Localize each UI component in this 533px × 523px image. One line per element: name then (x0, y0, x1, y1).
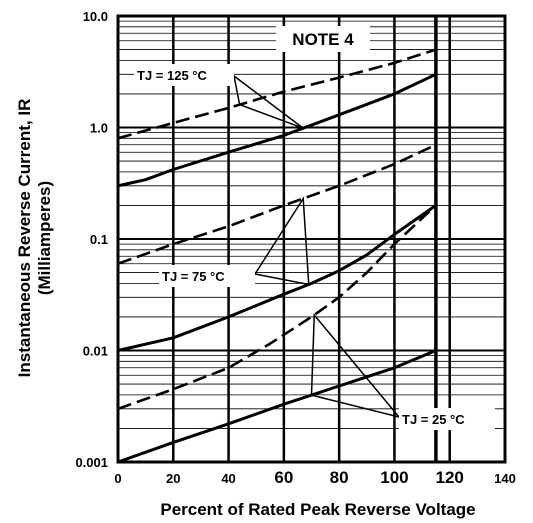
annotation-leader (232, 74, 304, 129)
y-tick-label: 0.1 (90, 232, 108, 247)
annotation-tj-75: TJ = 75 °C (162, 269, 225, 284)
annotation-leaders (232, 74, 402, 419)
y-tick-label: 0.01 (83, 344, 108, 359)
y-tick-label: 10.0 (83, 9, 108, 24)
y-tick-labels: 0.001 0.01 0.1 1.0 10.0 (75, 9, 108, 470)
x-tick-label: 0 (114, 471, 121, 486)
y-tick-label: 0.001 (75, 455, 108, 470)
y-tick-label: 1.0 (90, 121, 108, 136)
y-axis-title-line1: Instantaneous Reverse Current, IR (15, 99, 34, 378)
annotation-75-box (159, 265, 255, 287)
annotation-leader (310, 312, 402, 419)
x-tick-label: 40 (221, 471, 235, 486)
plot-frame (116, 14, 507, 464)
x-tick-label: 80 (330, 468, 349, 487)
x-tick-label: 20 (166, 471, 180, 486)
series-line-dashed (117, 48, 437, 140)
series-line-dashed (117, 143, 437, 265)
x-tick-label: 100 (380, 468, 408, 487)
annotation-tj-25: TJ = 25 °C (402, 412, 465, 427)
series-line-solid (117, 349, 437, 464)
x-tick-label: 140 (494, 471, 516, 486)
series-line-dashed (117, 204, 437, 411)
x-tick-label: 120 (436, 468, 464, 487)
x-tick-labels: 0 20 40 60 80 100 120 140 (114, 468, 515, 487)
note-label: NOTE 4 (292, 30, 354, 49)
note-label-box (276, 26, 370, 52)
annotation-leader (253, 196, 310, 286)
series-line-solid (117, 72, 437, 188)
x-tick-label: 60 (274, 468, 293, 487)
annotation-25-box (399, 408, 495, 430)
y-axis-title-line2: (Milliamperes) (35, 181, 54, 295)
x-axis-title: Percent of Rated Peak Reverse Voltage (160, 500, 475, 519)
annotation-125-box (134, 64, 234, 86)
series-line-solid (117, 204, 437, 352)
annotation-tj-125: TJ = 125 °C (137, 68, 207, 83)
series-group (117, 48, 437, 464)
